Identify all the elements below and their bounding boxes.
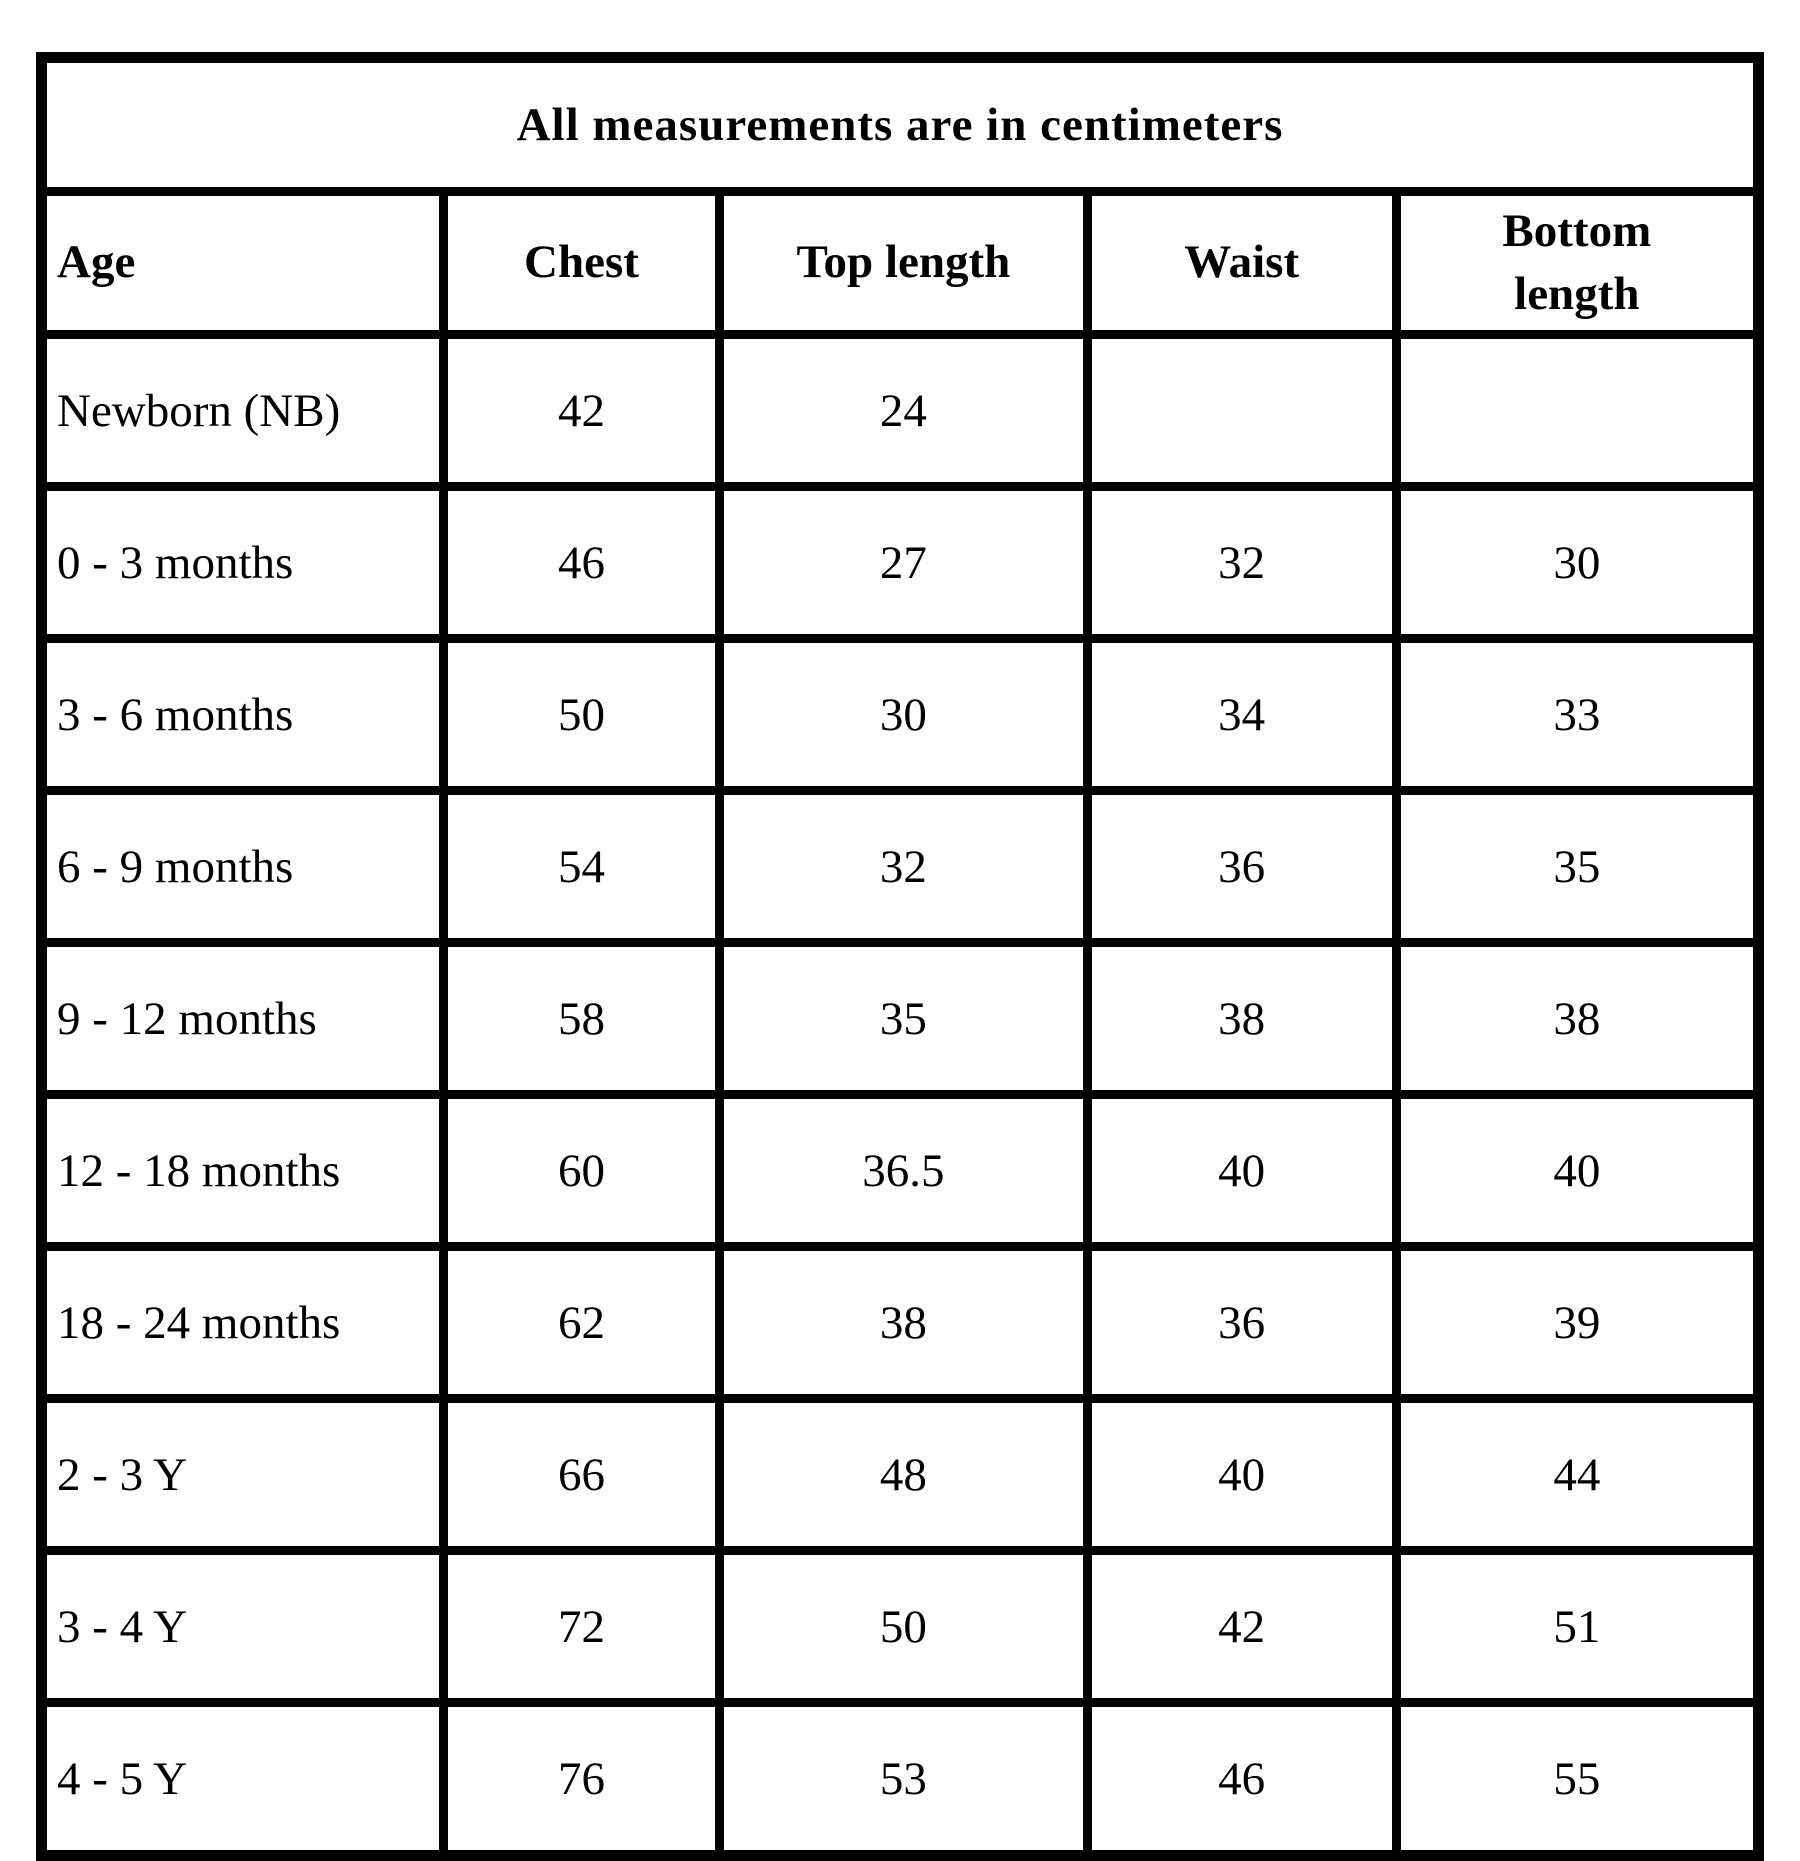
cell-age: 12 - 18 months <box>37 1090 448 1251</box>
cell-bottom-length: 39 <box>1391 1242 1764 1403</box>
cell-top-length: 24 <box>715 330 1092 491</box>
cell-age: 18 - 24 months <box>37 1242 448 1403</box>
cell-age: Newborn (NB) <box>37 330 448 491</box>
cell-bottom-length: 38 <box>1391 938 1764 1099</box>
cell-waist: 34 <box>1082 634 1401 795</box>
table-row-9-12-months: 9 - 12 months 58 35 38 38 <box>37 938 1764 1099</box>
cell-age: 6 - 9 months <box>37 786 448 947</box>
cell-bottom-length: 33 <box>1391 634 1764 795</box>
cell-top-length: 50 <box>715 1546 1092 1707</box>
column-header-waist: Waist <box>1082 187 1401 339</box>
cell-waist: 32 <box>1082 482 1401 643</box>
table-row-2-3-y: 2 - 3 Y 66 48 40 44 <box>37 1394 1764 1555</box>
table-row-0-3-months: 0 - 3 months 46 27 32 30 <box>37 482 1764 643</box>
cell-bottom-length: 44 <box>1391 1394 1764 1555</box>
cell-age: 3 - 6 months <box>37 634 448 795</box>
size-chart-table: All measurements are in centimeters Age … <box>36 52 1764 1861</box>
cell-waist: 40 <box>1082 1090 1401 1251</box>
cell-top-length: 48 <box>715 1394 1092 1555</box>
cell-top-length: 53 <box>715 1698 1092 1860</box>
cell-top-length: 32 <box>715 786 1092 947</box>
cell-age: 9 - 12 months <box>37 938 448 1099</box>
cell-chest: 72 <box>438 1546 725 1707</box>
cell-chest: 60 <box>438 1090 725 1251</box>
size-chart-page: All measurements are in centimeters Age … <box>36 52 1764 1861</box>
cell-chest: 58 <box>438 938 725 1099</box>
column-header-bottom-length: Bottom length <box>1391 187 1764 339</box>
table-title-row: All measurements are in centimeters <box>37 53 1763 196</box>
table-row-18-24-months: 18 - 24 months 62 38 36 39 <box>37 1242 1764 1403</box>
cell-age: 4 - 5 Y <box>37 1698 448 1860</box>
cell-chest: 42 <box>438 330 725 491</box>
cell-bottom-length: 55 <box>1391 1698 1764 1860</box>
table-row-3-6-months: 3 - 6 months 50 30 34 33 <box>37 634 1764 795</box>
cell-bottom-length: 35 <box>1391 786 1764 947</box>
cell-top-length: 35 <box>715 938 1092 1099</box>
cell-chest: 76 <box>438 1698 725 1860</box>
cell-age: 0 - 3 months <box>37 482 448 643</box>
cell-waist: 36 <box>1082 786 1401 947</box>
column-header-chest: Chest <box>438 187 725 339</box>
cell-bottom-length: 51 <box>1391 1546 1764 1707</box>
cell-bottom-length: 40 <box>1391 1090 1764 1251</box>
cell-bottom-length <box>1391 330 1764 491</box>
cell-waist: 36 <box>1082 1242 1401 1403</box>
cell-waist: 40 <box>1082 1394 1401 1555</box>
table-title: All measurements are in centimeters <box>37 53 1763 196</box>
cell-waist <box>1082 330 1401 491</box>
column-header-top-length: Top length <box>715 187 1092 339</box>
cell-waist: 42 <box>1082 1546 1401 1707</box>
cell-chest: 66 <box>438 1394 725 1555</box>
cell-chest: 62 <box>438 1242 725 1403</box>
cell-top-length: 27 <box>715 482 1092 643</box>
cell-age: 3 - 4 Y <box>37 1546 448 1707</box>
table-row-6-9-months: 6 - 9 months 54 32 36 35 <box>37 786 1764 947</box>
cell-chest: 54 <box>438 786 725 947</box>
table-header-row: Age Chest Top length Waist Bottom length <box>37 187 1764 339</box>
column-header-bottom-length-label: Bottom length <box>1502 204 1652 320</box>
cell-top-length: 38 <box>715 1242 1092 1403</box>
table-row-4-5-y: 4 - 5 Y 76 53 46 55 <box>37 1698 1764 1860</box>
cell-bottom-length: 30 <box>1391 482 1764 643</box>
cell-waist: 46 <box>1082 1698 1401 1860</box>
table-row-12-18-months: 12 - 18 months 60 36.5 40 40 <box>37 1090 1764 1251</box>
cell-chest: 50 <box>438 634 725 795</box>
cell-waist: 38 <box>1082 938 1401 1099</box>
table-row-newborn: Newborn (NB) 42 24 <box>37 330 1764 491</box>
cell-top-length: 36.5 <box>715 1090 1092 1251</box>
table-row-3-4-y: 3 - 4 Y 72 50 42 51 <box>37 1546 1764 1707</box>
cell-chest: 46 <box>438 482 725 643</box>
cell-age: 2 - 3 Y <box>37 1394 448 1555</box>
cell-top-length: 30 <box>715 634 1092 795</box>
column-header-age: Age <box>37 187 448 339</box>
